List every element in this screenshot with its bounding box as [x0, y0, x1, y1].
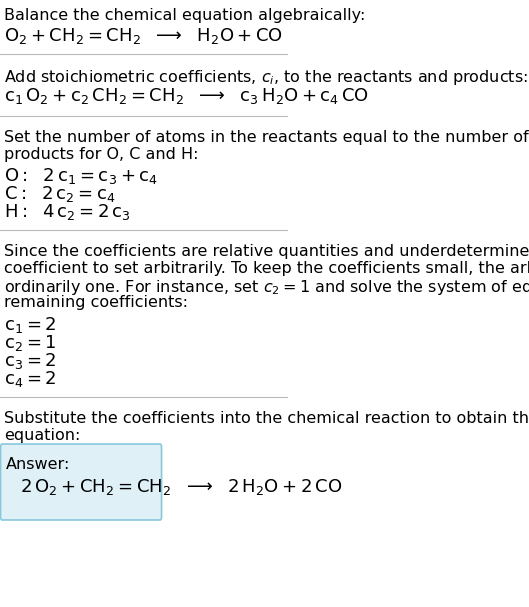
- Text: Balance the chemical equation algebraically:: Balance the chemical equation algebraica…: [4, 8, 365, 23]
- FancyBboxPatch shape: [1, 444, 161, 520]
- Text: Since the coefficients are relative quantities and underdetermined, choose a: Since the coefficients are relative quan…: [4, 244, 529, 259]
- Text: $\mathregular{c_4 = 2}$: $\mathregular{c_4 = 2}$: [4, 369, 56, 389]
- Text: $\mathregular{C: \ \ 2\,c_2 = c_4}$: $\mathregular{C: \ \ 2\,c_2 = c_4}$: [4, 184, 115, 204]
- Text: Add stoichiometric coefficients, $c_i$, to the reactants and products:: Add stoichiometric coefficients, $c_i$, …: [4, 68, 528, 87]
- Text: $\mathregular{c_1\,O_2 + c_2\,CH_2{=}CH_2 \ \ \longrightarrow \ \ c_3\,H_2O + c_: $\mathregular{c_1\,O_2 + c_2\,CH_2{=}CH_…: [4, 86, 369, 106]
- Text: $\mathregular{H: \ \ 4\,c_2 = 2\,c_3}$: $\mathregular{H: \ \ 4\,c_2 = 2\,c_3}$: [4, 202, 131, 222]
- Text: $\mathregular{c_1 = 2}$: $\mathregular{c_1 = 2}$: [4, 315, 56, 335]
- Text: ordinarily one. For instance, set $c_2 = 1$ and solve the system of equations fo: ordinarily one. For instance, set $c_2 =…: [4, 278, 529, 297]
- Text: $\mathregular{c_3 = 2}$: $\mathregular{c_3 = 2}$: [4, 351, 56, 371]
- Text: $\mathregular{2\,O_2 + CH_2{=}CH_2 \ \ \longrightarrow \ \ 2\,H_2O + 2\,CO}$: $\mathregular{2\,O_2 + CH_2{=}CH_2 \ \ \…: [20, 477, 342, 497]
- Text: remaining coefficients:: remaining coefficients:: [4, 295, 188, 310]
- Text: Set the number of atoms in the reactants equal to the number of atoms in the: Set the number of atoms in the reactants…: [4, 130, 529, 145]
- Text: $\mathregular{c_2 = 1}$: $\mathregular{c_2 = 1}$: [4, 333, 56, 353]
- Text: coefficient to set arbitrarily. To keep the coefficients small, the arbitrary va: coefficient to set arbitrarily. To keep …: [4, 261, 529, 276]
- Text: $\mathregular{O: \ \ 2\,c_1 = c_3 + c_4}$: $\mathregular{O: \ \ 2\,c_1 = c_3 + c_4}…: [4, 166, 158, 186]
- Text: $\mathregular{O_2 + CH_2{=}CH_2 \ \ \longrightarrow \ \ H_2O + CO}$: $\mathregular{O_2 + CH_2{=}CH_2 \ \ \lon…: [4, 26, 283, 46]
- Text: Answer:: Answer:: [6, 457, 70, 472]
- Text: Substitute the coefficients into the chemical reaction to obtain the balanced: Substitute the coefficients into the che…: [4, 411, 529, 426]
- Text: equation:: equation:: [4, 428, 80, 443]
- Text: products for O, C and H:: products for O, C and H:: [4, 147, 198, 162]
